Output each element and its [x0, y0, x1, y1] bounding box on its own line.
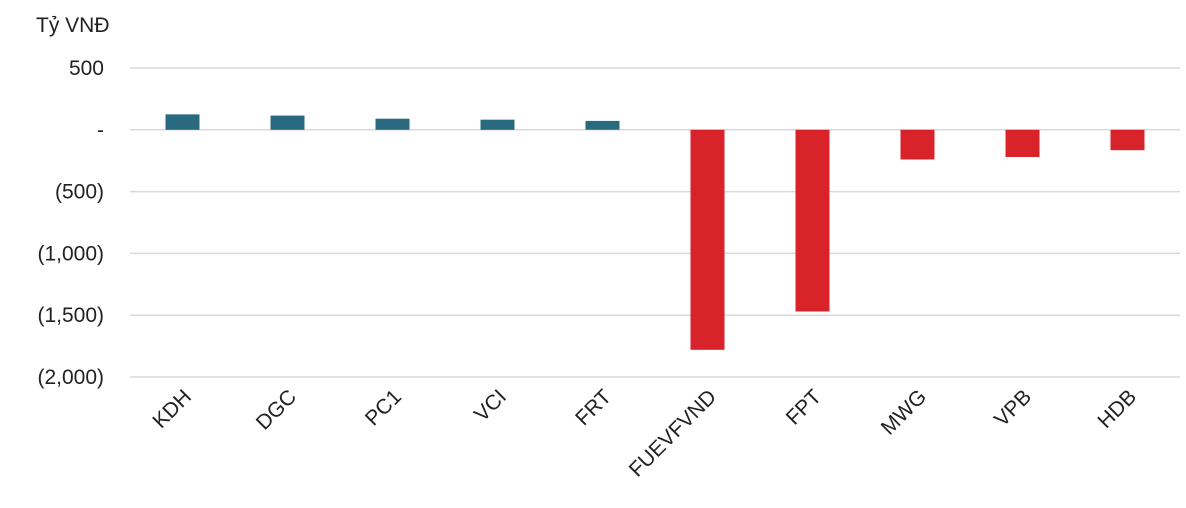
x-tick-label-hdb: HDB [1093, 385, 1141, 433]
x-axis-labels: KDH DGC PC1 VCI FRT FUEVFVND FPT MWG VPB HDB [148, 385, 1141, 481]
x-tick-label-kdh: KDH [148, 385, 196, 433]
y-tick-label: (2,000) [37, 366, 104, 389]
bar-dgc [270, 115, 305, 130]
x-tick-label-frt: FRT [571, 385, 616, 430]
bar-vci [480, 119, 515, 130]
bars [165, 114, 1145, 350]
y-tick-label: (500) [55, 181, 104, 204]
x-tick-label-vci: VCI [470, 385, 511, 426]
bar-hdb [1110, 129, 1145, 151]
x-tick-label-vpb: VPB [990, 385, 1036, 431]
x-tick-label-mwg: MWG [877, 385, 931, 439]
bar-frt [585, 120, 620, 130]
bar-fuevfvnd [690, 129, 725, 350]
y-tick-label: 500 [69, 57, 104, 80]
x-tick-label-fuevfvnd: FUEVFVND [625, 385, 721, 481]
gridlines [130, 67, 1180, 378]
bar-pc1 [375, 118, 410, 130]
bar-fpt [795, 129, 830, 312]
y-tick-label: - [97, 119, 104, 142]
bar-vpb [1005, 129, 1040, 157]
x-tick-label-fpt: FPT [782, 385, 826, 429]
x-tick-label-dgc: DGC [252, 385, 301, 434]
y-axis-unit-label: Tỷ VNĐ [36, 14, 110, 37]
bar-mwg [900, 129, 935, 160]
x-tick-label-pc1: PC1 [361, 385, 406, 430]
y-tick-label: (1,000) [37, 242, 104, 265]
bar-kdh [165, 114, 200, 130]
y-tick-label: (1,500) [37, 304, 104, 327]
y-axis-ticks: 500 - (500) (1,000) (1,500) (2,000) [37, 57, 104, 389]
